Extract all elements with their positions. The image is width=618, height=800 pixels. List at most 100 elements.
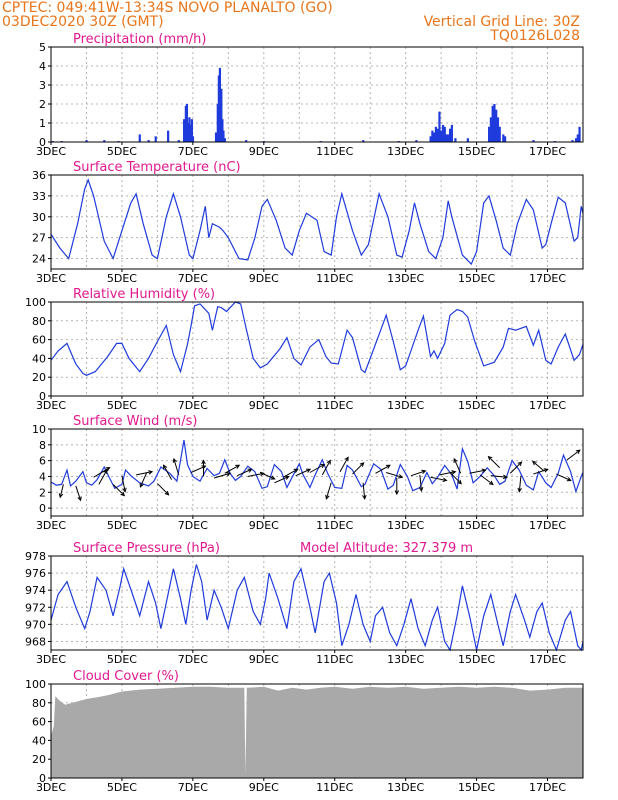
temperature-ytick-label: 33 xyxy=(32,190,46,203)
wind-arrow xyxy=(419,474,422,491)
header-location: CPTEC: 049:41W-13:34S NOVO PLANALTO (GO) xyxy=(2,0,333,16)
cloud-xtick-label: 3DEC xyxy=(36,781,66,794)
precipitation-xtick-label: 11DEC xyxy=(316,145,353,158)
wind-arrow-head xyxy=(488,480,494,486)
wind-ytick-label: 10 xyxy=(32,423,46,436)
precipitation-panel: 0 1 2 3 4 5 3DEC 5DEC 7DEC 9DEC 11DEC 13DEC 15DEC 17D… xyxy=(36,32,584,158)
wind-ytick-label: 2 xyxy=(39,486,46,499)
wind-arrow xyxy=(375,464,391,474)
precipitation-bar xyxy=(223,138,226,142)
humidity-frame xyxy=(50,301,584,397)
pressure-frame xyxy=(50,555,584,651)
wind-arrow xyxy=(532,460,545,472)
wind-arrow-head xyxy=(566,477,572,482)
temperature-panel: 24 27 30 33 36 3DEC 5DEC 7DEC 9DEC 11DEC 13DEC 15DE… xyxy=(32,160,584,285)
wind-arrow-head xyxy=(442,477,448,482)
wind-arrow-head xyxy=(418,486,424,493)
precipitation-bar xyxy=(503,136,507,142)
precipitation-bar xyxy=(429,136,432,142)
wind-arrow xyxy=(469,469,486,474)
wind-arrow xyxy=(75,485,82,501)
wind-arrow-head xyxy=(359,462,365,467)
wind-arrow-head xyxy=(517,487,522,493)
precipitation-bar xyxy=(138,134,141,142)
wind-arrow xyxy=(309,464,325,473)
precipitation-bar xyxy=(214,132,218,142)
wind-panel: 0 2 4 6 8 10 3DEC 5DEC 7DEC 9DEC 11DEC 13DEC 15DEC 17… xyxy=(32,414,584,532)
wind-arrow xyxy=(260,472,275,480)
wind-arrow xyxy=(247,472,264,477)
temperature-ytick-label: 36 xyxy=(32,169,46,182)
precipitation-bar xyxy=(440,130,443,142)
wind-xtick-label: 11DEC xyxy=(316,519,353,532)
wind-arrow-head xyxy=(320,463,326,469)
precipitation-bar xyxy=(85,140,88,142)
wind-arrow-head xyxy=(120,491,126,497)
wind-arrow-head xyxy=(326,459,331,465)
precipitation-bar xyxy=(491,105,494,142)
wind-arrow xyxy=(295,468,311,477)
wind-arrow-head xyxy=(487,455,493,461)
wind-arrow xyxy=(386,472,403,478)
precipitation-bar xyxy=(183,119,186,142)
precipitation-bar xyxy=(466,138,469,142)
wind-arrow xyxy=(509,461,522,474)
cloud-area xyxy=(51,686,583,778)
wind-arrow xyxy=(112,484,125,496)
wind-arrow-head xyxy=(148,470,154,475)
cloud-xtick-label: 9DEC xyxy=(249,781,279,794)
wind-frame xyxy=(50,428,584,517)
wind-arrow-head xyxy=(385,464,391,469)
wind-arrow xyxy=(274,475,290,484)
wind-arrow-head xyxy=(139,482,144,488)
precipitation-bar xyxy=(571,140,574,142)
wind-arrow-head xyxy=(502,474,508,480)
precipitation-bar xyxy=(185,104,189,142)
wind-xtick-label: 7DEC xyxy=(178,519,208,532)
cloud-xtick-label: 7DEC xyxy=(178,781,208,794)
wind-arrow xyxy=(224,464,240,474)
wind-arrow xyxy=(362,482,366,499)
temperature-xtick-label: 15DEC xyxy=(458,272,495,285)
wind-arrow xyxy=(410,470,426,477)
precipitation-bar xyxy=(488,126,491,142)
wind-arrow-head xyxy=(226,472,232,477)
humidity-title: Relative Humidity (%) xyxy=(73,287,215,302)
wind-xtick-label: 3DEC xyxy=(36,519,66,532)
temperature-ytick-label: 27 xyxy=(32,232,46,245)
wind-xtick-label: 13DEC xyxy=(387,519,424,532)
precipitation-bar xyxy=(177,140,180,142)
precipitation-ytick-label: 0 xyxy=(39,136,46,149)
wind-ytick-label: 8 xyxy=(39,439,46,452)
cloud-panel: 0 20 40 60 80 100 3DEC 5DEC 7DEC 9DEC 11DEC 13DEC 15… xyxy=(25,669,584,794)
pressure-xtick-label: 11DEC xyxy=(316,653,353,666)
humidity-ytick-label: 40 xyxy=(32,352,46,365)
cloud-xtick-label: 11DEC xyxy=(316,781,353,794)
wind-arrow xyxy=(157,483,169,496)
wind-arrow-head xyxy=(325,494,330,500)
cloud-title: Cloud Cover (%) xyxy=(73,669,179,684)
wind-arrow xyxy=(453,458,462,474)
humidity-ytick-label: 0 xyxy=(39,390,46,403)
wind-xtick-label: 15DEC xyxy=(458,519,495,532)
pressure-xtick-label: 3DEC xyxy=(36,653,66,666)
precipitation-frame xyxy=(50,46,584,143)
wind-xtick-label: 5DEC xyxy=(107,519,137,532)
pressure-line xyxy=(50,564,584,652)
precipitation-bar xyxy=(218,67,222,142)
wind-line xyxy=(50,439,584,494)
precipitation-bar xyxy=(450,124,453,142)
precipitation-bar xyxy=(495,109,498,142)
precipitation-ytick-label: 5 xyxy=(39,41,46,54)
precipitation-bar xyxy=(433,132,436,142)
humidity-ytick-label: 60 xyxy=(32,334,46,347)
precipitation-bar xyxy=(574,138,578,142)
pressure-xtick-label: 15DEC xyxy=(458,653,495,666)
humidity-ytick-label: 100 xyxy=(25,296,46,309)
wind-ytick-label: 6 xyxy=(39,455,46,468)
precipitation-bar xyxy=(489,117,492,142)
humidity-xtick-label: 3DEC xyxy=(36,399,66,412)
wind-arrow-head xyxy=(77,496,82,502)
wind-arrow-head xyxy=(284,475,290,480)
